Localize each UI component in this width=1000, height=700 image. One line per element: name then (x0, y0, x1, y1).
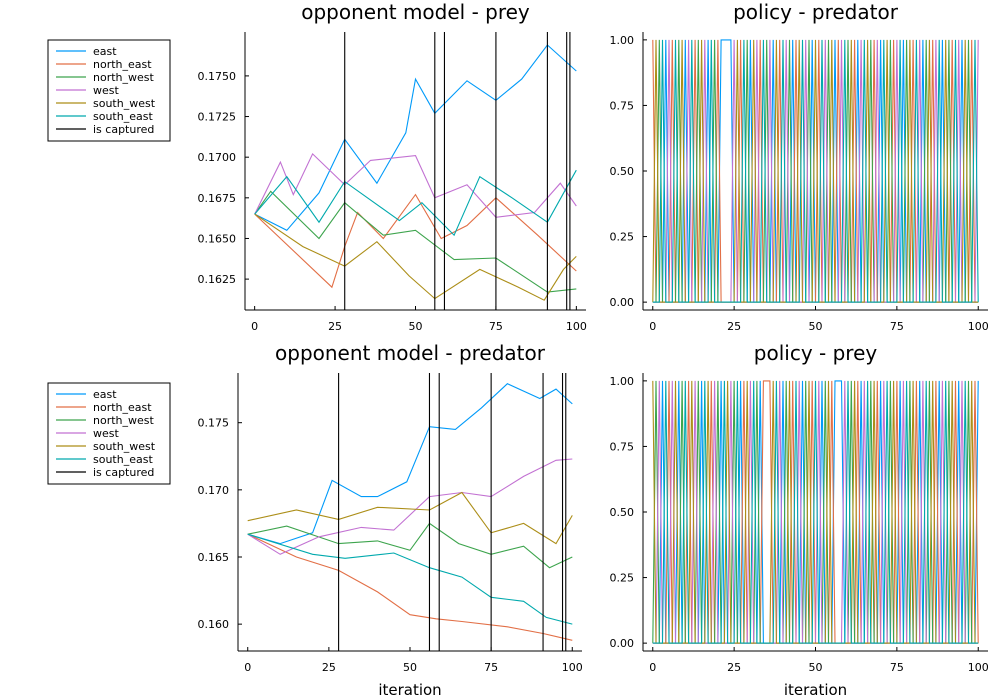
x-tick-label: 50 (809, 661, 823, 674)
y-tick-label: 0.170 (198, 484, 230, 497)
chart-opponent-model-predator: opponent model - predator 0 25 50 75 100 0.160… (47, 341, 583, 699)
y-tick-label: 0.25 (610, 572, 635, 585)
series-line-south_west (247, 491, 573, 545)
x-tick-label: 25 (727, 320, 741, 333)
x-tick-label: 75 (489, 320, 503, 333)
x-tick-label: 0 (244, 661, 251, 674)
legend-label-north_west: north_west (93, 414, 155, 427)
x-tick-label: 75 (890, 661, 904, 674)
y-tick-label: 0.25 (610, 231, 635, 244)
chart-title: opponent model - predator (275, 341, 546, 365)
y-tick-label: 0.50 (610, 506, 635, 519)
legend-label-captured: is captured (93, 123, 154, 136)
plot-area (254, 32, 577, 310)
policy-line-south_east (652, 39, 979, 303)
legend-label-south_east: south_east (93, 453, 153, 466)
series-line-north_west (247, 522, 573, 569)
legend-label-south_west: south_west (93, 97, 156, 110)
chart-opponent-model-prey: opponent model - prey 0 25 50 75 100 0.1625 0.1… (47, 0, 587, 333)
series-line-east (247, 383, 573, 545)
y-tick-label: 0.175 (198, 417, 230, 430)
plot-area (247, 373, 573, 651)
series-line-north_east (254, 193, 577, 289)
y-tick-label: 0.160 (198, 618, 230, 631)
y-tick-label: 0.00 (610, 296, 635, 309)
x-tick-label: 25 (727, 661, 741, 674)
series-line-south_east (254, 169, 577, 237)
x-tick-label: 100 (968, 661, 989, 674)
series-line-west (254, 152, 577, 218)
x-tick-label: 25 (322, 661, 336, 674)
x-tick-label: 0 (649, 661, 656, 674)
x-axis-label: iteration (784, 681, 847, 699)
y-tick-label: 0.1675 (198, 192, 237, 205)
policy-line-south_east (652, 380, 979, 644)
y-tick-label: 0.1725 (198, 111, 237, 124)
plot-area (652, 39, 979, 303)
legend: eastnorth_eastnorth_westwestsouth_westso… (47, 39, 171, 142)
y-tick-label: 0.1625 (198, 273, 237, 286)
legend-label-north_west: north_west (93, 71, 155, 84)
legend-label-south_east: south_east (93, 110, 153, 123)
y-tick-label: 0.1750 (198, 70, 237, 83)
x-tick-label: 75 (484, 661, 498, 674)
chart-policy-predator: policy - predator 0 25 50 75 100 0.00 0.25 0.50 0… (610, 0, 989, 333)
y-tick-label: 1.00 (610, 375, 635, 388)
series-line-north_west (254, 190, 577, 293)
y-tick-label: 0.1700 (198, 151, 237, 164)
series-line-north_east (247, 533, 573, 641)
legend-label-west: west (93, 427, 119, 440)
legend-label-north_east: north_east (93, 401, 152, 414)
chart-policy-prey: policy - prey 0 25 50 75 100 0.00 0.25 0.50 0.75 1… (610, 341, 989, 699)
x-tick-label: 25 (328, 320, 342, 333)
y-tick-label: 0.165 (198, 551, 230, 564)
series-line-east (254, 44, 577, 231)
legend: eastnorth_eastnorth_westwestsouth_westso… (47, 382, 171, 485)
series-line-south_east (247, 533, 573, 625)
x-tick-label: 100 (566, 320, 587, 333)
plot-area (652, 380, 979, 644)
y-tick-label: 0.1650 (198, 232, 237, 245)
x-tick-label: 75 (890, 320, 904, 333)
x-tick-label: 0 (251, 320, 258, 333)
x-tick-label: 50 (409, 320, 423, 333)
x-axis-label: iteration (378, 681, 441, 699)
x-tick-label: 50 (809, 320, 823, 333)
legend-label-captured: is captured (93, 466, 154, 479)
x-tick-label: 0 (649, 320, 656, 333)
x-tick-label: 100 (968, 320, 989, 333)
policy-line-south_west (652, 380, 979, 644)
legend-label-south_west: south_west (93, 440, 156, 453)
y-tick-label: 1.00 (610, 34, 635, 47)
x-tick-label: 50 (403, 661, 417, 674)
x-tick-label: 100 (562, 661, 583, 674)
chart-title: policy - prey (754, 341, 878, 365)
legend-label-east: east (93, 388, 117, 401)
legend-label-north_east: north_east (93, 58, 152, 71)
y-tick-label: 0.75 (610, 440, 635, 453)
y-tick-label: 0.50 (610, 165, 635, 178)
chart-title: policy - predator (733, 0, 899, 24)
chart-title: opponent model - prey (301, 0, 530, 24)
legend-label-west: west (93, 84, 119, 97)
legend-label-east: east (93, 45, 117, 58)
y-tick-label: 0.00 (610, 637, 635, 650)
y-tick-label: 0.75 (610, 99, 635, 112)
